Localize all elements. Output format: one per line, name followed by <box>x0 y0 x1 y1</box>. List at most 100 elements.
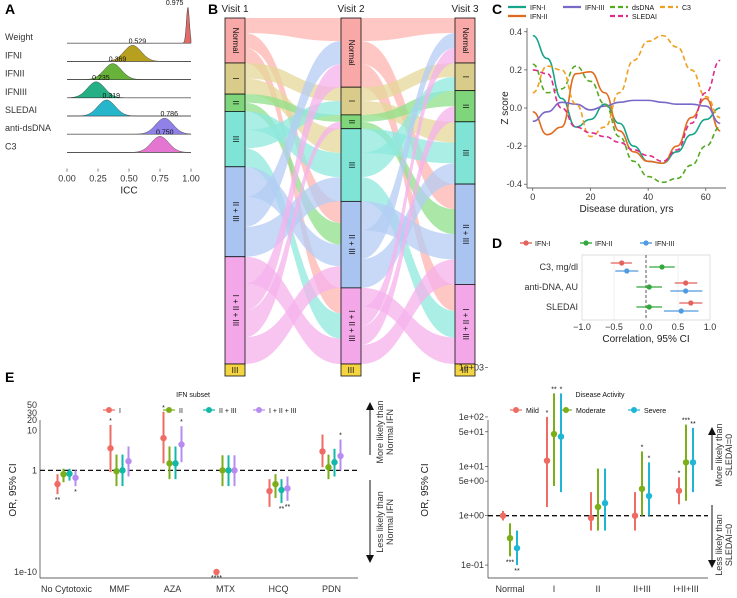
alluvial-ribbon <box>245 41 341 227</box>
estimate-point-I <box>107 445 114 452</box>
ridge-row-label: SLEDAI <box>5 105 37 115</box>
series-line-IFN-I <box>532 34 721 165</box>
stratum-label: II + III <box>231 202 240 222</box>
estimate-point-II + III <box>172 460 179 467</box>
significance-mark: * <box>162 405 165 412</box>
stratum-label: II <box>231 101 240 105</box>
arrow-up-head <box>708 427 716 435</box>
visit-label: Visit 2 <box>337 4 364 15</box>
stratum-label: II <box>461 104 470 108</box>
estimate-point-I + II + III <box>72 474 79 481</box>
stratum-label: I <box>347 100 356 102</box>
estimate-point-IFN-II <box>646 304 652 310</box>
ridge-value-label: 0.750 <box>156 129 174 136</box>
x-tick-label: 60 <box>701 192 711 202</box>
significance-mark: * <box>546 410 549 417</box>
y-tick-label: 20 <box>27 415 37 425</box>
significance-mark: ** <box>285 504 291 511</box>
annotation-lower: Normal IFN <box>385 499 395 545</box>
visit-label: Visit 1 <box>221 4 248 15</box>
stratum-box-extra <box>454 363 476 377</box>
alluvial-ribbon <box>361 18 455 42</box>
panel-f-or-disease-activity: Disease Activity Mild Moderate Severe 1e-01 1… <box>420 363 734 594</box>
significance-mark: **** <box>211 575 222 582</box>
alluvial-ribbon <box>361 32 455 260</box>
y-tick-label: -0.4 <box>506 179 522 189</box>
ridge-value-label: 0.975 <box>166 0 184 7</box>
legend-dot-IFN-III <box>643 240 649 246</box>
x-tick-label: 20 <box>585 192 595 202</box>
ridge-density-IFNIII <box>66 81 191 99</box>
legend-label: Moderate <box>576 408 606 415</box>
estimate-point-Severe <box>645 492 653 500</box>
x-tick-label: MTX <box>216 584 235 594</box>
row-label: anti-DNA, AU <box>524 282 578 292</box>
arrow-up-head <box>366 402 374 410</box>
ridge-density-IFNII <box>67 63 191 80</box>
y-axis-title: Z score <box>500 91 511 125</box>
panel-label-c: C <box>492 1 502 17</box>
alluvial-ribbon <box>361 47 455 326</box>
x-tick-label: 0 <box>530 192 535 202</box>
estimate-point-I + II + III <box>178 441 185 448</box>
stratum-label: III <box>348 366 355 375</box>
x-tick-label: −1.0 <box>573 322 591 332</box>
alluvial-ribbon <box>361 259 455 364</box>
estimate-point-IFN-III <box>678 308 684 314</box>
alluvial-ribbon <box>245 64 341 311</box>
legend-label: dsDNA <box>632 5 655 12</box>
stratum-label: I + II + III <box>347 310 356 342</box>
ridge-row-label: Weight <box>5 32 33 42</box>
ridge-value-label: 0.319 <box>103 93 121 100</box>
estimate-point-I <box>213 568 220 576</box>
y-axis-title: OR, 95% CI <box>8 463 19 516</box>
significance-mark: * <box>109 418 112 425</box>
estimate-point-Severe <box>601 499 609 507</box>
annotation-lower: SLEDAI=0 <box>724 524 734 566</box>
significance-mark: ** <box>551 386 557 393</box>
estimate-point-I + II + III <box>125 458 132 465</box>
y-tick-label: 1e+01 <box>459 461 484 471</box>
alluvial-ribbon <box>361 106 455 345</box>
x-tick-label: MMF <box>109 584 130 594</box>
estimate-point-Mild <box>499 512 507 519</box>
x-tick-label: −0.5 <box>605 322 623 332</box>
series-line-C3 <box>532 34 721 138</box>
panel-label-e: E <box>5 369 14 385</box>
stratum-label: II <box>347 120 356 124</box>
estimate-point-IFN-III <box>624 268 630 274</box>
estimate-point-Moderate <box>550 430 558 438</box>
estimate-point-IFN-I <box>619 260 625 266</box>
legend-label: Mild <box>526 408 539 415</box>
visit-label: Visit 3 <box>451 4 478 15</box>
estimate-point-II + III <box>331 459 338 466</box>
x-tick-label: 0.5 <box>672 322 685 332</box>
estimate-point-IFN-II <box>646 284 652 290</box>
estimate-point-II <box>166 460 173 467</box>
stratum-label: Normal <box>347 40 356 66</box>
row-label: C3, mg/dl <box>539 262 578 272</box>
stratum-label: Normal <box>231 28 240 54</box>
y-tick-label: 1e+03 <box>459 363 484 373</box>
row-label: SLEDAI <box>546 302 578 312</box>
x-tick-label: PDN <box>322 584 341 594</box>
legend-dot-IFN-II <box>583 240 589 246</box>
stratum-box-extra <box>224 363 246 377</box>
x-tick-label: AZA <box>164 584 182 594</box>
panel-a-icc-ridgeline: Weight 0.975 IFNI 0.529 IFNII 0.369 IFNIII 0.23… <box>5 0 200 196</box>
annotation-lower: Less likely than <box>375 491 385 553</box>
legend-label: C3 <box>682 5 691 12</box>
estimate-point-IFN-I <box>683 280 689 286</box>
legend-label: IFN-III <box>585 5 604 12</box>
annotation-upper: More likely than <box>714 423 724 486</box>
x-tick-label: 0.0 <box>640 322 653 332</box>
ridge-row-label: IFNII <box>5 69 25 79</box>
legend-label: SLEDAI <box>632 14 657 21</box>
estimate-point-II + III <box>278 486 285 494</box>
estimate-point-II <box>272 480 279 488</box>
series-line-IFN-II <box>532 71 721 165</box>
legend-dot-IFN-I <box>523 240 529 246</box>
ridge-density-Weight <box>67 6 192 44</box>
ridge-value-label: 0.235 <box>92 75 110 82</box>
